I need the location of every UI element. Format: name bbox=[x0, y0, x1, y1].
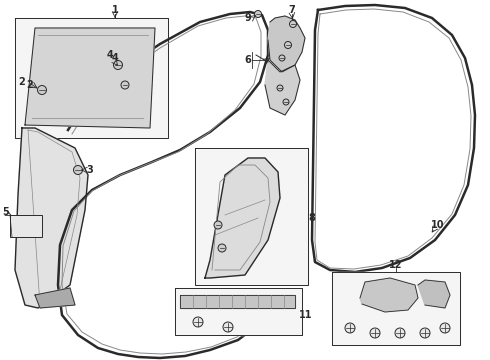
Polygon shape bbox=[25, 28, 155, 128]
Circle shape bbox=[254, 10, 262, 18]
Circle shape bbox=[114, 60, 122, 69]
Polygon shape bbox=[15, 128, 88, 308]
Circle shape bbox=[440, 323, 450, 333]
Circle shape bbox=[38, 86, 47, 95]
Polygon shape bbox=[418, 280, 450, 308]
Circle shape bbox=[420, 328, 430, 338]
Polygon shape bbox=[15, 18, 168, 138]
Text: 9: 9 bbox=[245, 13, 251, 23]
Text: 6: 6 bbox=[245, 55, 251, 65]
Text: 11: 11 bbox=[299, 310, 313, 320]
Polygon shape bbox=[35, 288, 75, 308]
Circle shape bbox=[370, 328, 380, 338]
Polygon shape bbox=[332, 272, 460, 345]
Circle shape bbox=[121, 81, 129, 89]
Circle shape bbox=[277, 85, 283, 91]
Polygon shape bbox=[265, 60, 300, 115]
Text: 5: 5 bbox=[2, 207, 9, 217]
Circle shape bbox=[283, 99, 289, 105]
Circle shape bbox=[218, 244, 226, 252]
Text: 8: 8 bbox=[309, 213, 316, 223]
Circle shape bbox=[193, 317, 203, 327]
Text: 3: 3 bbox=[87, 165, 94, 175]
Circle shape bbox=[395, 328, 405, 338]
Text: 2: 2 bbox=[26, 80, 33, 90]
Text: 2: 2 bbox=[19, 77, 25, 87]
Text: 1: 1 bbox=[112, 5, 119, 15]
Text: 4: 4 bbox=[107, 50, 113, 60]
Bar bbox=[10, 215, 42, 237]
Text: 12: 12 bbox=[389, 260, 403, 270]
Circle shape bbox=[290, 21, 296, 27]
Polygon shape bbox=[180, 295, 295, 308]
Polygon shape bbox=[268, 16, 305, 72]
Polygon shape bbox=[205, 158, 280, 278]
Circle shape bbox=[279, 55, 285, 61]
Text: 10: 10 bbox=[431, 220, 445, 230]
Polygon shape bbox=[360, 278, 418, 312]
Text: 7: 7 bbox=[289, 5, 295, 15]
Circle shape bbox=[74, 166, 82, 175]
Circle shape bbox=[214, 221, 222, 229]
Polygon shape bbox=[195, 148, 308, 285]
Text: 4: 4 bbox=[112, 53, 119, 63]
Circle shape bbox=[285, 41, 292, 49]
Polygon shape bbox=[175, 288, 302, 335]
Circle shape bbox=[223, 322, 233, 332]
Circle shape bbox=[345, 323, 355, 333]
